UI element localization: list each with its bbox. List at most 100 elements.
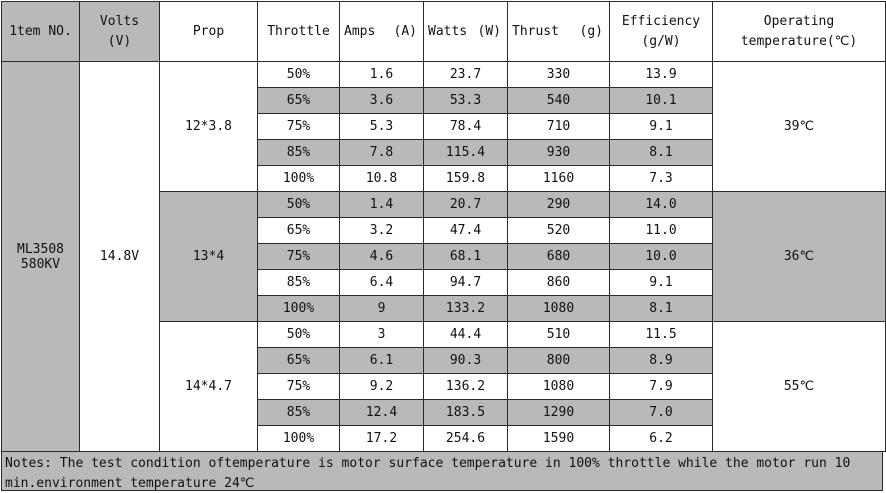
header-efficiency-unit: (g/W): [641, 33, 681, 49]
temperature-cell: 36℃: [712, 191, 886, 322]
amps-cell: 9: [339, 295, 424, 322]
thrust-cell: 520: [507, 217, 610, 244]
table-row: 65% 6.1 90.3 800 8.9: [2, 347, 886, 374]
table-row: 85% 6.4 94.7 860 9.1: [2, 269, 886, 296]
header-watts-label: Watts: [428, 23, 468, 39]
throttle-cell: 85%: [257, 399, 340, 426]
table-row: 100% 17.2 254.6 1590 6.2: [2, 425, 886, 452]
throttle-cell: 50%: [257, 61, 340, 88]
notes-text: Notes: The test condition oftemperature …: [5, 456, 851, 491]
amps-cell: 9.2: [339, 373, 424, 400]
watts-cell: 23.7: [423, 61, 508, 88]
header-volts-unit: (V): [107, 33, 132, 49]
watts-cell: 115.4: [423, 139, 508, 166]
header-prop-label: Prop: [192, 23, 225, 39]
amps-cell: 7.8: [339, 139, 424, 166]
temperature-cell: 39℃: [712, 61, 886, 192]
throttle-cell: 100%: [257, 425, 340, 452]
prop-name: 14*4.7: [185, 379, 232, 394]
item-model: ML3508: [17, 241, 64, 257]
header-efficiency-label: Efficiency: [621, 13, 701, 29]
efficiency-cell: 9.1: [609, 269, 713, 296]
header-prop: Prop: [159, 1, 258, 62]
efficiency-cell: 10.0: [609, 243, 713, 270]
table-row: 75% 9.2 136.2 1080 7.9: [2, 373, 886, 400]
prop-name: 12*3.8: [185, 119, 232, 134]
header-throttle-label: Throttle: [267, 23, 330, 39]
table-row: 85% 7.8 115.4 930 8.1: [2, 139, 886, 166]
throttle-cell: 65%: [257, 347, 340, 374]
temperature-cell: 55℃: [712, 321, 886, 452]
throttle-cell: 75%: [257, 243, 340, 270]
watts-cell: 90.3: [423, 347, 508, 374]
header-operating-temperature: Operating temperature(℃): [712, 1, 886, 62]
thrust-cell: 860: [507, 269, 610, 296]
thrust-cell: 1080: [507, 295, 610, 322]
thrust-cell: 330: [507, 61, 610, 88]
header-efficiency: Efficiency (g/W): [609, 1, 713, 62]
temperature-value: 36℃: [783, 249, 815, 264]
efficiency-cell: 7.9: [609, 373, 713, 400]
table-row: 65% 3.6 53.3 540 10.1: [2, 87, 886, 114]
efficiency-cell: 8.1: [609, 295, 713, 322]
watts-cell: 47.4: [423, 217, 508, 244]
watts-cell: 53.3: [423, 87, 508, 114]
header-volts-label: Volts: [99, 13, 140, 29]
throttle-cell: 65%: [257, 217, 340, 244]
efficiency-cell: 9.1: [609, 113, 713, 140]
prop-cell: 13*4: [159, 191, 258, 322]
watts-cell: 94.7: [423, 269, 508, 296]
watts-cell: 136.2: [423, 373, 508, 400]
throttle-cell: 85%: [257, 269, 340, 296]
amps-cell: 3.6: [339, 87, 424, 114]
efficiency-cell: 10.1: [609, 87, 713, 114]
table-row: 85% 12.4 183.5 1290 7.0: [2, 399, 886, 426]
throttle-cell: 75%: [257, 373, 340, 400]
table-row: 100% 10.8 159.8 1160 7.3: [2, 165, 886, 192]
item-volts: 14.8V: [99, 249, 140, 264]
motor-test-table: 1tem NO. Volts (V) Prop Throttle Amps (A…: [1, 1, 886, 452]
temperature-value: 55℃: [783, 379, 815, 394]
thrust-cell: 680: [507, 243, 610, 270]
watts-cell: 254.6: [423, 425, 508, 452]
efficiency-cell: 14.0: [609, 191, 713, 218]
thrust-cell: 710: [507, 113, 610, 140]
header-amps-label: Amps: [344, 23, 376, 39]
header-thrust: Thrust (g): [507, 1, 610, 62]
header-watts: Watts (W): [423, 1, 508, 62]
efficiency-cell: 7.3: [609, 165, 713, 192]
efficiency-cell: 8.9: [609, 347, 713, 374]
header-throttle: Throttle: [257, 1, 340, 62]
throttle-cell: 85%: [257, 139, 340, 166]
watts-cell: 133.2: [423, 295, 508, 322]
throttle-cell: 65%: [257, 87, 340, 114]
thrust-cell: 1590: [507, 425, 610, 452]
header-item-no: 1tem NO.: [1, 1, 80, 62]
amps-cell: 12.4: [339, 399, 424, 426]
watts-cell: 44.4: [423, 321, 508, 348]
header-operating-temperature-line2: temperature(℃): [740, 33, 858, 49]
thrust-cell: 1080: [507, 373, 610, 400]
header-volts: Volts (V): [79, 1, 160, 62]
table-row: 75% 5.3 78.4 710 9.1: [2, 113, 886, 140]
table-row: 13*4 50% 1.4 20.7 290 14.0 36℃: [2, 191, 886, 322]
watts-cell: 20.7: [423, 191, 508, 218]
header-amps-unit: (A): [393, 23, 417, 39]
temperature-value: 39℃: [783, 119, 815, 134]
throttle-cell: 75%: [257, 113, 340, 140]
efficiency-cell: 11.0: [609, 217, 713, 244]
table-row: ML3508 580KV 14.8V 12*3.8 50% 1.6 23.7 3…: [1, 61, 886, 452]
header-operating-temperature-line1: Operating: [763, 13, 835, 29]
amps-cell: 4.6: [339, 243, 424, 270]
header-row: 1tem NO. Volts (V) Prop Throttle Amps (A…: [1, 1, 886, 62]
efficiency-cell: 7.0: [609, 399, 713, 426]
prop-cell: 12*3.8: [159, 61, 258, 192]
thrust-cell: 510: [507, 321, 610, 348]
amps-cell: 5.3: [339, 113, 424, 140]
amps-cell: 6.4: [339, 269, 424, 296]
header-amps: Amps (A): [339, 1, 424, 62]
throttle-cell: 50%: [257, 191, 340, 218]
item-volts-cell: 14.8V: [79, 61, 160, 452]
table-body: ML3508 580KV 14.8V 12*3.8 50% 1.6 23.7 3…: [1, 61, 886, 452]
